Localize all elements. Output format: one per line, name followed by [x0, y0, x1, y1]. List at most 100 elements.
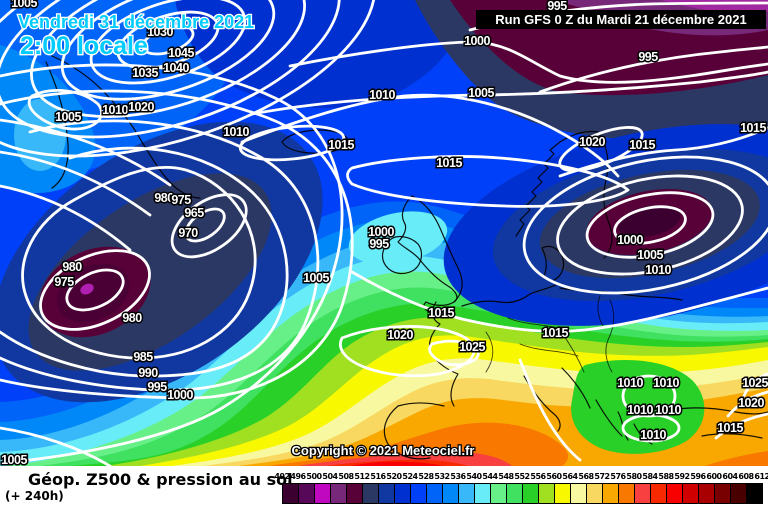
scale-color-cell: [443, 484, 459, 503]
scale-value: 536: [450, 472, 466, 481]
pressure-label: 1005: [1, 453, 27, 466]
valid-date-text: Vendredi 31 décembre 2021: [18, 12, 254, 32]
scale-color-cell: [331, 484, 347, 503]
pressure-label: 1015: [328, 138, 354, 152]
scale-value: 568: [578, 472, 594, 481]
pressure-label: 1035: [132, 66, 158, 80]
pressure-label: 1000: [464, 34, 490, 48]
scale-value: 588: [658, 472, 674, 481]
color-scale-cells: [282, 483, 763, 504]
pressure-label: 1015: [436, 156, 462, 170]
pressure-label: 1010: [617, 376, 643, 390]
pressure-label: 1015: [740, 121, 766, 135]
pressure-label: 1005: [55, 110, 81, 124]
scale-value: 492: [274, 472, 290, 481]
legend-forecast-hour: (+ 240h): [5, 489, 64, 503]
pressure-label: 1005: [303, 271, 329, 285]
pressure-label: 1015: [428, 306, 454, 320]
run-info-text: Run GFS 0 Z du Mardi 21 décembre 2021: [495, 12, 746, 27]
scale-color-cell: [699, 484, 715, 503]
scale-value: 604: [722, 472, 738, 481]
scale-value: 516: [370, 472, 386, 481]
pressure-label: 1000: [617, 233, 643, 247]
scale-color-cell: [379, 484, 395, 503]
valid-time-text: 2:00 locale: [20, 32, 148, 60]
pressure-contours: [0, 0, 768, 466]
scale-color-cell: [315, 484, 331, 503]
scale-value: 544: [482, 472, 498, 481]
pressure-label: 965: [184, 206, 204, 220]
pressure-label: 1005: [11, 0, 37, 10]
scale-value: 500: [306, 472, 322, 481]
scale-color-cell: [715, 484, 731, 503]
scale-value: 552: [514, 472, 530, 481]
scale-value: 532: [434, 472, 450, 481]
scale-color-cell: [523, 484, 539, 503]
pressure-label: 1020: [128, 100, 154, 114]
scale-value: 572: [594, 472, 610, 481]
pressure-label: 975: [171, 193, 191, 207]
pressure-label: 980: [122, 311, 142, 325]
color-scale: 492 496 500 504 508 512 516 520 524 528 532 536 540 5…: [274, 468, 768, 512]
scale-color-cell: [427, 484, 443, 503]
pressure-label: 990: [138, 366, 158, 380]
scale-value: 608: [738, 472, 754, 481]
pressure-label: 995: [369, 237, 389, 251]
scale-value: 548: [498, 472, 514, 481]
pressure-label: 1010: [640, 428, 666, 442]
pressure-label: 1010: [102, 103, 128, 117]
pressure-label: 1020: [387, 328, 413, 342]
scale-color-cell: [571, 484, 587, 503]
scale-color-cell: [363, 484, 379, 503]
pressure-label: 1025: [742, 376, 768, 390]
scale-color-cell: [283, 484, 299, 503]
pressure-label: 1045: [168, 46, 194, 60]
scale-color-cell: [475, 484, 491, 503]
scale-color-cell: [587, 484, 603, 503]
scale-value: 512: [354, 472, 370, 481]
scale-value: 520: [386, 472, 402, 481]
pressure-label: 1010: [653, 376, 679, 390]
scale-color-cell: [347, 484, 363, 503]
scale-value: 560: [546, 472, 562, 481]
pressure-label: 980: [62, 260, 82, 274]
scale-value: 528: [418, 472, 434, 481]
scale-color-cell: [651, 484, 667, 503]
scale-value: 564: [562, 472, 578, 481]
scale-color-cell: [459, 484, 475, 503]
pressure-label: 970: [178, 226, 198, 240]
pressure-label: 995: [147, 380, 167, 394]
copyright-text: Copyright © 2021 Meteociel.fr: [292, 443, 475, 458]
pressure-label: 1025: [459, 340, 485, 354]
pressure-label: 1005: [637, 248, 663, 262]
pressure-label: 1010: [645, 263, 671, 277]
scale-color-cell: [395, 484, 411, 503]
scale-value: 524: [402, 472, 418, 481]
legend-title: Géop. Z500 & pression au sol: [28, 470, 293, 489]
scale-color-cell: [299, 484, 315, 503]
pressure-label: 1040: [163, 61, 189, 75]
scale-value: 584: [642, 472, 658, 481]
pressure-label: 980: [154, 191, 174, 205]
scale-value: 508: [338, 472, 354, 481]
pressure-label: 1030: [147, 25, 173, 39]
pressure-label: 1000: [368, 225, 394, 239]
scale-color-cell: [539, 484, 555, 503]
scale-value: 576: [610, 472, 626, 481]
scale-color-cell: [667, 484, 683, 503]
scale-value: 600: [706, 472, 722, 481]
legend-bar: Géop. Z500 & pression au sol (+ 240h) 49…: [0, 466, 768, 512]
scale-value: 540: [466, 472, 482, 481]
scale-value: 504: [322, 472, 338, 481]
scale-color-cell: [683, 484, 699, 503]
pressure-label: 1020: [579, 135, 605, 149]
scale-color-cell: [635, 484, 651, 503]
scale-color-cell: [507, 484, 523, 503]
scale-value: 580: [626, 472, 642, 481]
pressure-label: 1015: [542, 326, 568, 340]
scale-value: 592: [674, 472, 690, 481]
pressure-label: 1015: [717, 421, 743, 435]
